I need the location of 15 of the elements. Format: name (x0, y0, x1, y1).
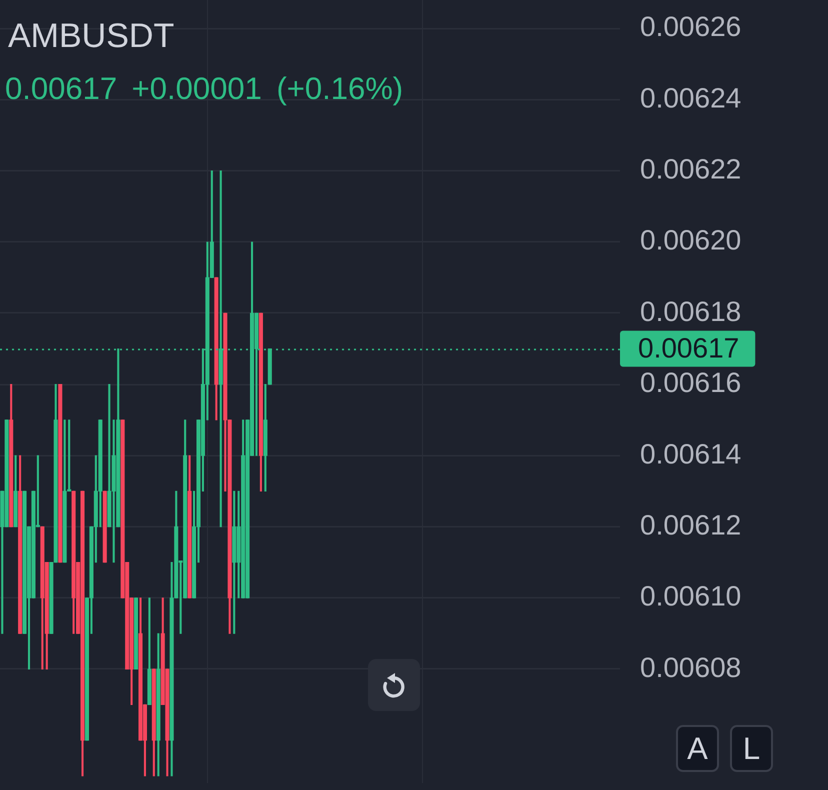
y-tick-label: 0.00614 (640, 438, 742, 470)
y-tick-label: 0.00616 (640, 367, 742, 398)
text: L (742, 731, 760, 766)
y-tick-label: 0.00626 (640, 11, 742, 42)
y-tick-label: 0.00620 (640, 224, 742, 256)
y-tick-label: 0.00618 (640, 296, 742, 327)
ref-line-label: 0.00617 (638, 332, 740, 364)
y-tick-label: 0.00608 (640, 652, 742, 683)
y-tick-label: 0.00622 (640, 154, 742, 185)
text: 0.00617 +0.00001 (+0.16%) (5, 71, 404, 106)
text: AMBUSDT (8, 17, 174, 55)
y-tick-label: 0.00612 (640, 509, 742, 540)
text: A (687, 731, 708, 766)
y-tick-label: 0.00610 (640, 580, 742, 612)
y-tick-label: 0.00624 (640, 82, 742, 114)
